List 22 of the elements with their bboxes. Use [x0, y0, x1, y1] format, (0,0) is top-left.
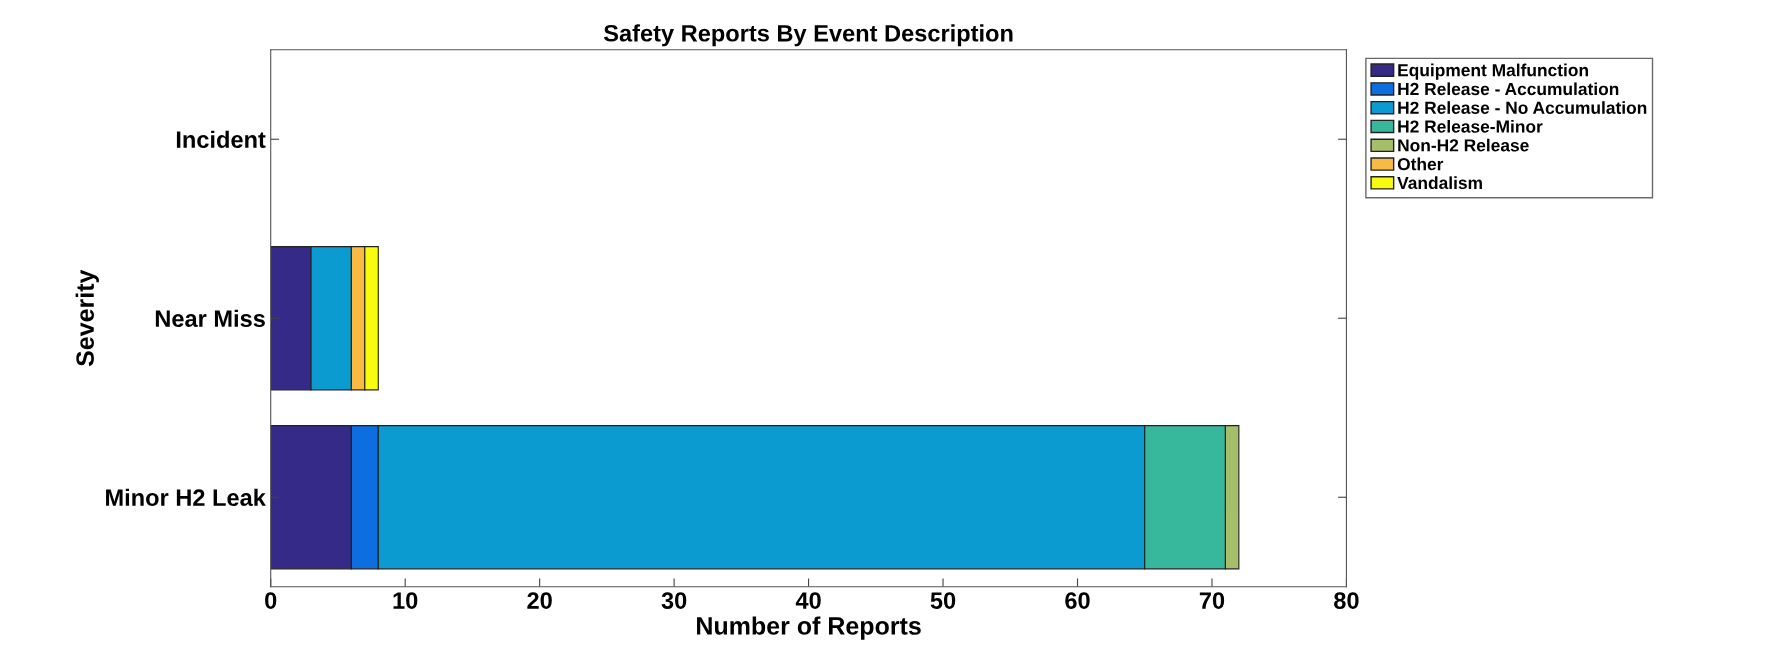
legend-label: Equipment Malfunction — [1398, 63, 1588, 80]
y-tick-label: Minor H2 Leak — [106, 488, 266, 507]
x-tick-label: 80 — [1334, 592, 1359, 609]
x-tick-label: 30 — [661, 592, 687, 609]
x-axis-title: Number of Reports — [697, 616, 921, 640]
legend-label: H2 Release - No Accumulation — [1398, 101, 1647, 114]
legend-label: H2 Release-Minor — [1398, 119, 1543, 133]
x-tick-label: 50 — [930, 592, 956, 609]
chart-title: Safety Reports By Event Description — [603, 24, 1013, 47]
x-tick-label: 20 — [527, 592, 552, 609]
x-tick-label: 0 — [265, 592, 277, 609]
legend-label: Non-H2 Release — [1398, 138, 1529, 152]
legend-label: Other — [1397, 157, 1444, 171]
x-tick-label: 10 — [393, 592, 418, 609]
x-tick-label: 40 — [795, 592, 821, 609]
y-tick-label: Incident — [176, 130, 266, 149]
y-axis-title: Severity — [75, 269, 99, 367]
x-tick-label: 60 — [1065, 592, 1090, 609]
legend-label: Vandalism — [1397, 176, 1482, 190]
y-tick-label: Near Miss — [155, 309, 265, 328]
x-tick-label: 70 — [1199, 592, 1225, 609]
legend-label: H2 Release - Accumulation — [1398, 82, 1619, 96]
